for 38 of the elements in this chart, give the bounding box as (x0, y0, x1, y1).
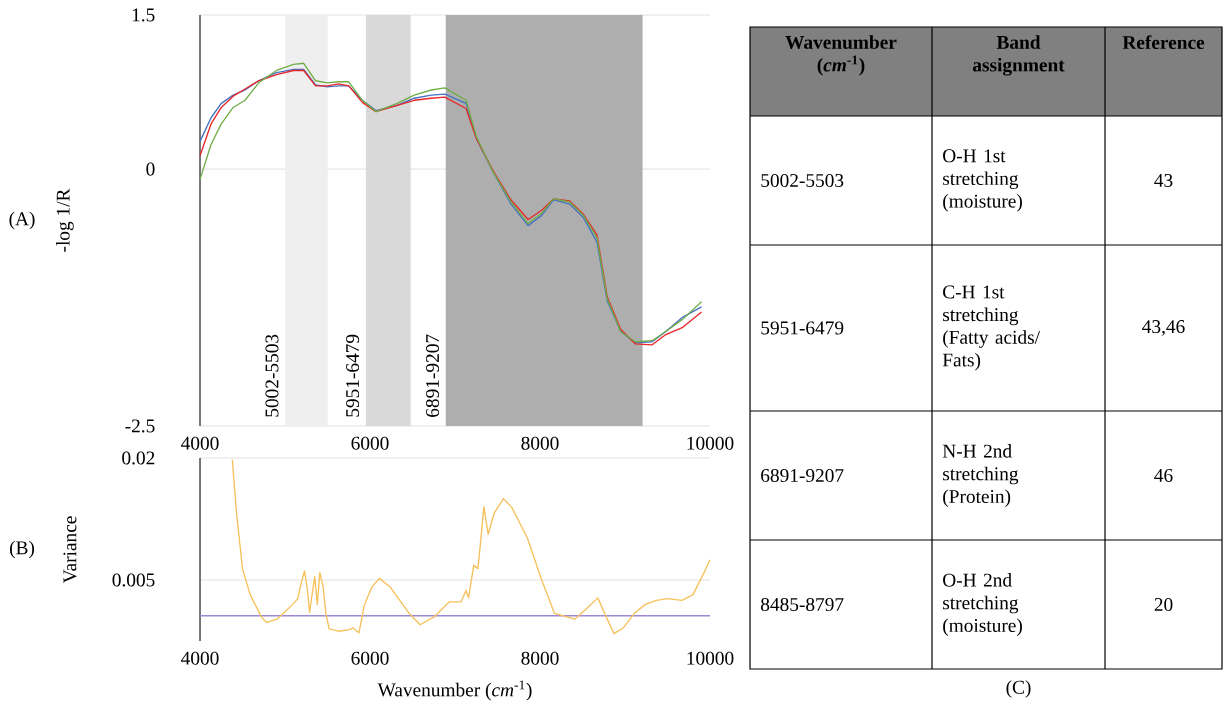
x-tick-label: 10000 (687, 436, 734, 450)
text: O-H 1st stretching (moisture) (943, 149, 1022, 212)
x-tick-label: 4000 (181, 436, 219, 450)
text: C-H 1st stretching (Fatty acids/ Fats) (942, 285, 1041, 371)
text: O-H 2nd stretching (moisture) (943, 573, 1022, 636)
x-tick-label: 8000 (521, 651, 559, 665)
x-tick-label: 6000 (351, 436, 389, 450)
y-tick-label: 0.02 (122, 451, 155, 465)
text: 46 (1154, 468, 1173, 482)
x-tick-label: 8000 (521, 436, 559, 450)
y-axis-title: Variance (63, 516, 77, 584)
text: 5002-5503 (761, 173, 844, 188)
category-label: Band assignment (972, 35, 1065, 76)
text: 43,46 (1142, 320, 1185, 336)
text: 20 (1154, 597, 1173, 612)
x-tick-label: 4000 (181, 651, 219, 665)
text: (B) (9, 540, 35, 559)
y-tick-label: -2.5 (125, 419, 155, 433)
text: (C) (1006, 680, 1031, 698)
band-label: 5951-6479 (346, 334, 360, 417)
text: 5951-6479 (761, 321, 844, 335)
category-label: Wavenumber (cm$^{-1}$) (785, 35, 897, 76)
text: N-H 2nd stretching (Protein) (942, 444, 1019, 507)
x-tick-label: 6000 (351, 651, 389, 665)
text: 8485-8797 (761, 597, 844, 612)
band-label: 6891-9207 (426, 334, 440, 417)
x-axis-title: Wavenumber (cm$^{-1}$) (377, 680, 532, 701)
y-tick-label: 0 (146, 162, 155, 176)
text: (A) (9, 211, 35, 230)
y-tick-label: 0.005 (112, 573, 155, 587)
y-axis-title: -log 1/R (56, 188, 74, 252)
category-label: Reference (1122, 35, 1205, 50)
text: 6891-9207 (761, 468, 844, 483)
line-series (231, 458, 711, 635)
text: 43 (1154, 174, 1173, 187)
x-tick-label: 10000 (687, 651, 734, 665)
band-label: 5002-5503 (265, 334, 279, 417)
y-tick-label: 1.5 (132, 8, 155, 22)
